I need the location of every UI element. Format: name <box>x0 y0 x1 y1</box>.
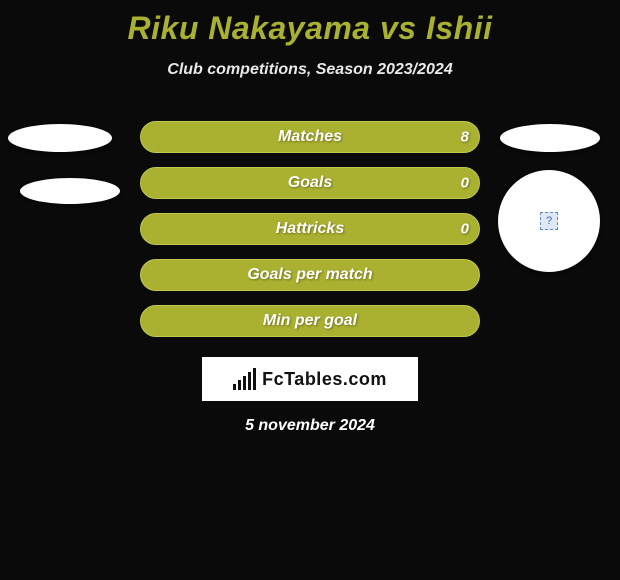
decor-ellipse-left-1 <box>8 124 112 152</box>
decor-ellipse-left-2 <box>20 178 120 204</box>
decor-circle-right: ? <box>498 170 600 272</box>
stat-value: 0 <box>461 221 469 238</box>
subtitle: Club competitions, Season 2023/2024 <box>0 61 620 79</box>
stat-label: Min per goal <box>263 312 357 330</box>
stat-row-matches: Matches 8 <box>140 121 480 153</box>
page-title: Riku Nakayama vs Ishii <box>0 0 620 47</box>
stat-label: Goals per match <box>247 266 372 284</box>
stat-row-min-per-goal: Min per goal <box>140 305 480 337</box>
bar-chart-icon <box>233 368 256 390</box>
stat-row-hattricks: Hattricks 0 <box>140 213 480 245</box>
logo-box: FcTables.com <box>202 357 418 401</box>
stat-value: 0 <box>461 175 469 192</box>
logo-text: FcTables.com <box>262 369 387 390</box>
stat-label: Hattricks <box>276 220 344 238</box>
stat-label: Goals <box>288 174 332 192</box>
stat-row-goals-per-match: Goals per match <box>140 259 480 291</box>
decor-ellipse-right-1 <box>500 124 600 152</box>
placeholder-icon: ? <box>540 212 558 230</box>
stat-label: Matches <box>278 128 342 146</box>
date-label: 5 november 2024 <box>0 417 620 435</box>
stat-value: 8 <box>461 129 469 146</box>
stat-row-goals: Goals 0 <box>140 167 480 199</box>
